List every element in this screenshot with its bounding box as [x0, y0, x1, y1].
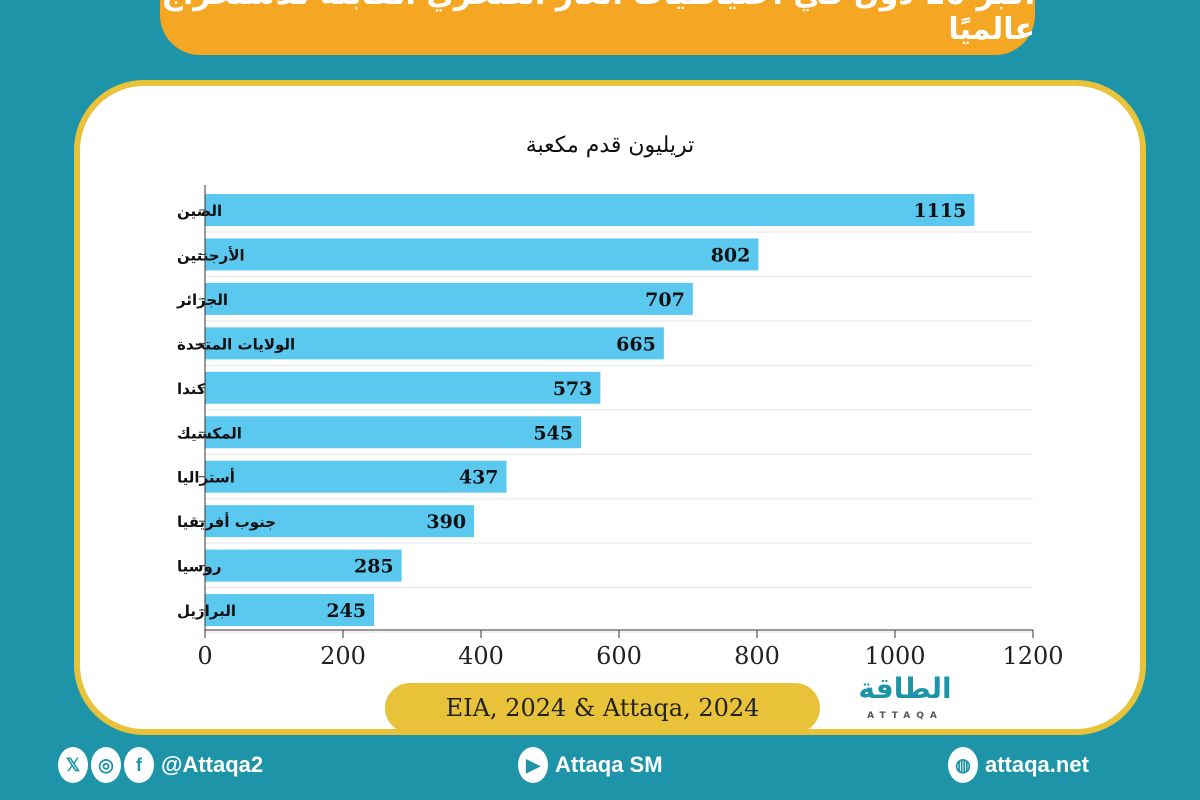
website-url: attaqa.net [985, 752, 1089, 777]
data-label: 573 [553, 378, 593, 400]
logo-text: الطاقة [858, 672, 952, 705]
social-links: 𝕏 ◎ f @Attaqa2 [58, 745, 263, 785]
x-tick-label: 400 [458, 642, 504, 670]
data-label: 665 [616, 333, 656, 355]
attaqa-logo: الطاقة ATTAQA [835, 672, 975, 730]
bar [205, 416, 582, 449]
x-tick-label: 1200 [1002, 642, 1063, 670]
data-label: 390 [426, 511, 466, 533]
data-label: 707 [645, 289, 685, 311]
bar [205, 327, 664, 360]
data-label: 437 [459, 467, 499, 489]
category-label: الصين [177, 202, 222, 220]
x-tick-label: 0 [197, 642, 212, 670]
category-label: روسيا [177, 558, 221, 576]
x-tick-label: 1000 [864, 642, 925, 670]
logo-sub: ATTAQA [867, 711, 943, 721]
category-label: البرازيل [177, 602, 236, 620]
x-icon[interactable]: 𝕏 [58, 747, 88, 783]
category-label: جنوب أفريقيا [177, 512, 276, 531]
category-label: كندا [177, 380, 206, 398]
bar [205, 505, 475, 538]
category-label: المكسيك [177, 424, 242, 442]
category-label: أستراليا [177, 468, 235, 487]
bar [205, 282, 693, 315]
bar [205, 238, 759, 271]
facebook-icon[interactable]: f [124, 747, 154, 783]
title-text: أكبر 10 دول في احتياطيات الغاز الصخري ال… [161, 0, 1035, 47]
source-label: EIA, 2024 & Attaqa, 2024 [385, 683, 820, 733]
data-label: 1115 [913, 200, 966, 222]
globe-icon: ◍ [948, 747, 978, 783]
website-link[interactable]: ◍ attaqa.net [948, 745, 1089, 785]
data-label: 802 [711, 244, 751, 266]
instagram-icon[interactable]: ◎ [91, 747, 121, 783]
youtube-link[interactable]: ▶ Attaqa SM [518, 745, 663, 785]
data-label: 285 [354, 556, 394, 578]
bar [205, 371, 601, 404]
category-label: الجزائر [176, 291, 228, 309]
chart-title-banner: أكبر 10 دول في احتياطيات الغاز الصخري ال… [160, 0, 1035, 55]
x-tick-label: 600 [596, 642, 642, 670]
youtube-icon: ▶ [518, 747, 548, 783]
social-handle[interactable]: @Attaqa2 [161, 752, 264, 777]
chart-title: تريليون قدم مكعبة [526, 133, 694, 158]
data-label: 545 [533, 422, 573, 444]
x-tick-label: 200 [320, 642, 366, 670]
category-label: الأرجنتين [177, 246, 245, 264]
bar [205, 194, 975, 226]
bar [205, 594, 375, 627]
data-label: 245 [326, 600, 366, 622]
category-label: الولايات المتحدة [177, 335, 295, 353]
youtube-handle: Attaqa SM [555, 752, 663, 777]
bar [205, 549, 402, 582]
bar [205, 460, 507, 493]
x-tick-label: 800 [734, 642, 780, 670]
